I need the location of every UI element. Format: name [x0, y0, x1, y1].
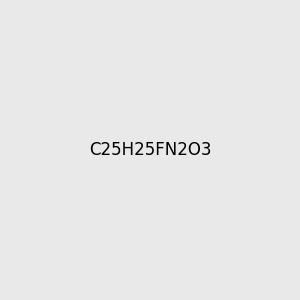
Text: C25H25FN2O3: C25H25FN2O3 — [89, 141, 211, 159]
